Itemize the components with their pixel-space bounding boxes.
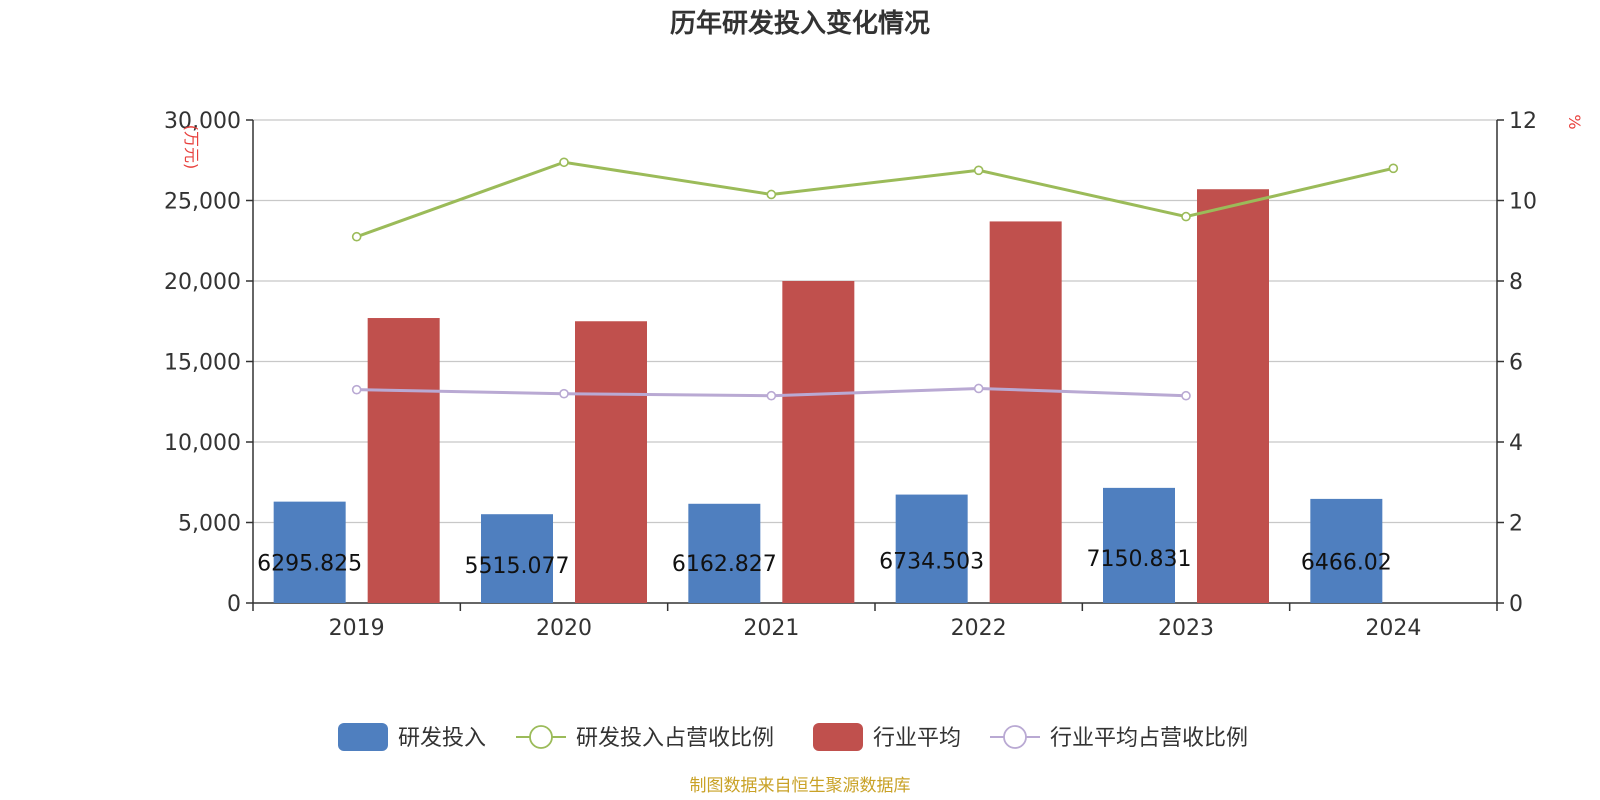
data-label: 6295.825 — [257, 552, 362, 577]
x-tick-label: 2022 — [951, 616, 1007, 641]
data-label: 6466.02 — [1301, 551, 1392, 576]
bars — [273, 189, 1383, 604]
point-行业平均占营收比例 — [559, 388, 569, 399]
bar-研发投入 — [273, 501, 346, 603]
x-tick-label: 2020 — [536, 616, 592, 641]
data-labels: 6295.825 5515.077 6162.827 6734.503 7150.831… — [257, 547, 1392, 579]
data-label: 5515.077 — [465, 554, 570, 579]
y-right-tick-label: 2 — [1509, 512, 1523, 537]
legend-marker-研发投入占营收比例 — [529, 725, 553, 749]
point-研发投入占营收比例 — [973, 165, 984, 176]
y-right-tick-label: 12 — [1509, 109, 1537, 134]
y-left-tick-label: 15,000 — [164, 351, 241, 376]
bar-研发投入 — [1103, 487, 1175, 603]
x-tick-label: 2021 — [743, 616, 799, 641]
line-研发投入占营收比例 — [356, 160, 1394, 239]
bar-行业平均 — [1197, 189, 1269, 604]
legend-label: 行业平均 — [873, 726, 961, 751]
legend-swatch-行业平均 — [813, 723, 863, 751]
point-研发投入占营收比例 — [766, 189, 777, 200]
point-研发投入占营收比例 — [1181, 211, 1191, 222]
x-tick-label: 2023 — [1158, 616, 1214, 641]
legend-label: 研发投入占营收比例 — [576, 726, 774, 751]
legend-swatch-研发投入 — [338, 723, 388, 751]
y-left-tick-label: 30,000 — [164, 109, 241, 134]
bar-行业平均 — [367, 318, 440, 603]
bar-研发投入 — [688, 503, 761, 603]
series-lines — [351, 157, 1399, 401]
point-行业平均占营收比例 — [1181, 390, 1191, 401]
bar-研发投入 — [481, 514, 553, 603]
data-label: 7150.831 — [1087, 547, 1192, 572]
y-left-tick-label: 25,000 — [164, 190, 241, 215]
y-left-tick-label: 20,000 — [164, 270, 241, 295]
bar-研发投入 — [1310, 498, 1383, 603]
y-axis-right-label: % — [1565, 114, 1584, 129]
source-note: 制图数据来自恒生聚源数据库 — [690, 776, 911, 796]
bar-行业平均 — [782, 281, 855, 603]
point-行业平均占营收比例 — [973, 383, 984, 394]
bar-研发投入 — [895, 494, 968, 603]
y-right-tick-label: 8 — [1509, 270, 1523, 295]
point-行业平均占营收比例 — [766, 390, 777, 401]
y-right-tick-label: 0 — [1509, 592, 1523, 617]
axes: 0 0 5,000 2 10,000 4 15,000 6 20,000 8 25,000 10 30,… — [164, 109, 1537, 641]
bar-行业平均 — [989, 221, 1062, 603]
legend-label: 行业平均占营收比例 — [1050, 726, 1248, 751]
point-研发投入占营收比例 — [559, 157, 569, 168]
y-left-tick-label: 5,000 — [178, 512, 241, 537]
legend-marker-行业平均占营收比例 — [1003, 725, 1027, 749]
y-right-tick-label: 6 — [1509, 351, 1523, 376]
data-label: 6734.503 — [879, 549, 984, 574]
point-研发投入占营收比例 — [351, 231, 362, 242]
data-label: 6162.827 — [672, 552, 777, 577]
chart-title: 历年研发投入变化情况 — [670, 8, 930, 39]
y-right-tick-label: 10 — [1509, 190, 1537, 215]
y-right-tick-label: 4 — [1509, 431, 1523, 456]
x-tick-label: 2019 — [329, 616, 385, 641]
y-axis-left-label: (万元) — [182, 125, 201, 170]
x-tick-label: 2024 — [1365, 616, 1421, 641]
point-行业平均占营收比例 — [351, 384, 362, 395]
y-left-tick-label: 0 — [227, 592, 241, 617]
legend: 研发投入 研发投入占营收比例 行业平均 行业平均占营收比例 — [338, 723, 1248, 751]
y-left-tick-label: 10,000 — [164, 431, 241, 456]
point-研发投入占营收比例 — [1388, 163, 1399, 174]
legend-label: 研发投入 — [398, 726, 486, 751]
bar-行业平均 — [575, 321, 647, 603]
